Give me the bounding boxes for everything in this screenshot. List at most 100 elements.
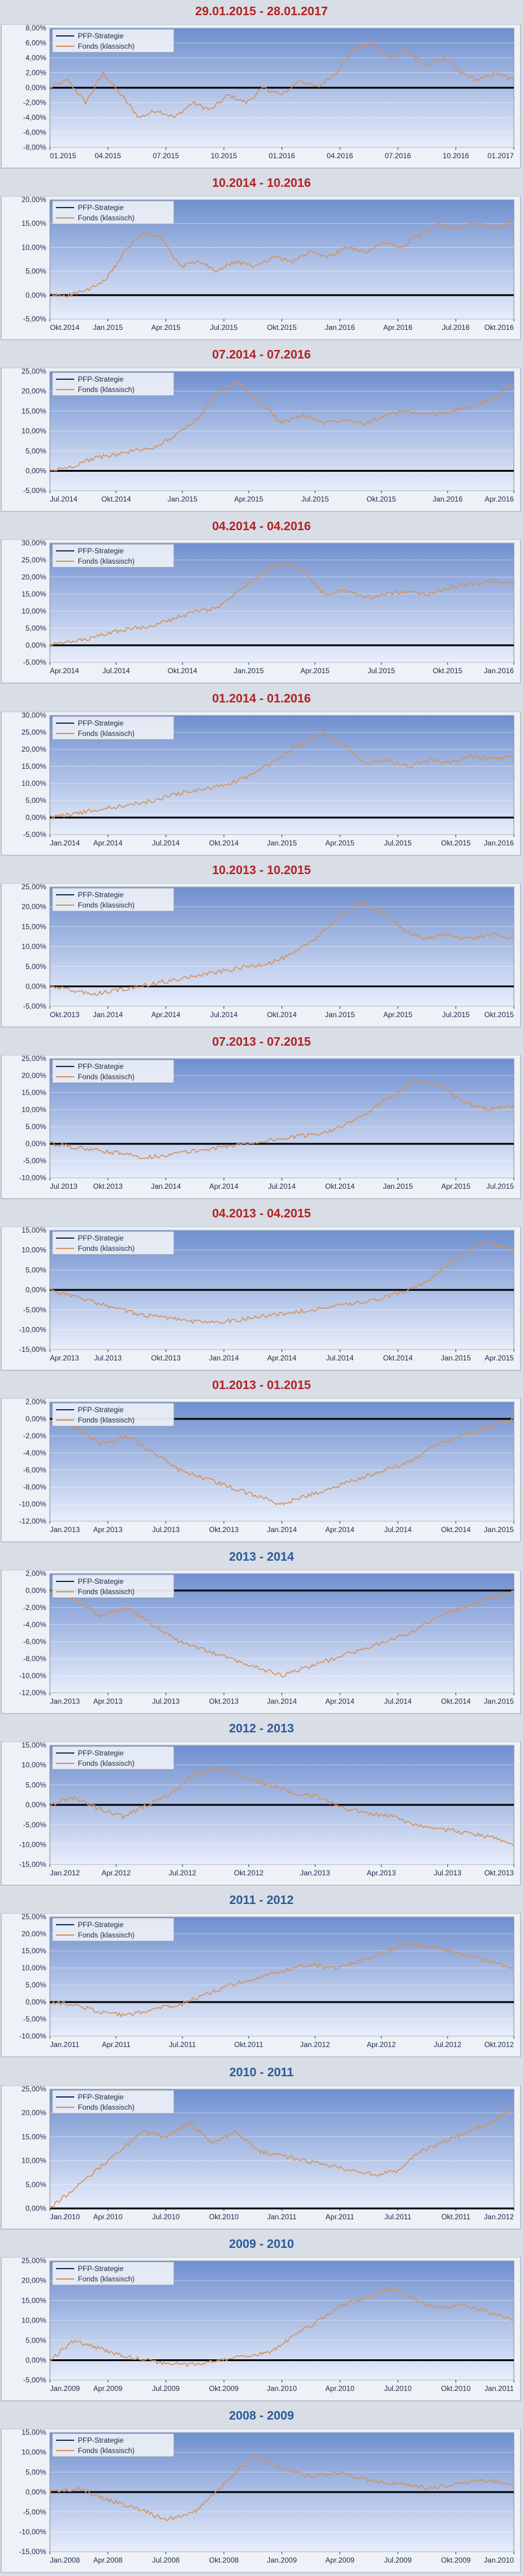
x-tick-label: Okt.2013 — [50, 1010, 80, 1019]
x-tick-label: Okt.2011 — [442, 2213, 471, 2221]
legend-label-fonds-klassisch: Fonds (klassisch) — [78, 1416, 134, 1424]
x-tick-label: Okt.2008 — [209, 2556, 239, 2564]
chart-title: 01.2014 - 01.2016 — [212, 691, 311, 705]
y-tick-label: -15,00% — [19, 2547, 46, 2556]
series-line-fonds-klassisch — [50, 1079, 514, 1160]
y-tick-label: 0,00% — [26, 1139, 46, 1148]
x-tick-label: 07.2016 — [385, 152, 412, 160]
x-tick-label: Jul.2014 — [268, 1182, 296, 1191]
series-line-fonds-klassisch — [49, 900, 514, 996]
x-tick-label: 01.2015 — [50, 152, 77, 160]
y-tick-label: 15,00% — [21, 1088, 46, 1097]
y-tick-label: 5,00% — [26, 2336, 46, 2344]
x-tick-label: Jul.2011 — [169, 2041, 196, 2049]
series-line-fonds-klassisch — [49, 1416, 514, 1505]
legend-box — [52, 716, 175, 740]
chart-title: 2011 - 2012 — [229, 1894, 294, 1908]
y-tick-label: -10,00% — [19, 1671, 46, 1680]
x-tick-label: Okt.2013 — [209, 1697, 239, 1706]
y-tick-label: -8,00% — [23, 143, 46, 152]
y-tick-label: 20,00% — [21, 573, 46, 581]
x-tick-label: Jul.2010 — [152, 2213, 180, 2221]
y-tick-label: 20,00% — [21, 902, 46, 911]
x-tick-label: Jul.2013 — [152, 1525, 180, 1534]
x-tick-label: Jan.2015 — [484, 1697, 514, 1706]
x-tick-label: Okt.2016 — [484, 323, 514, 332]
series-line-fonds-klassisch — [49, 2455, 514, 2521]
x-tick-label: Apr.2014 — [268, 1354, 297, 1362]
legend-label-pfp-strategie: PFP-Strategie — [78, 203, 124, 212]
chart-panel: 07.2014 - 07.2016 25,00% 20,00% 15,00% 10,00… — [0, 343, 523, 515]
chart-panel: 29.01.2015 - 28.01.2017 8,00% 6,00% 4,00% 2,… — [0, 0, 523, 172]
chart-panel: 2012 - 2013 15,00% 10,00% 5,00% 0,00% -5,00% -… — [0, 1717, 523, 1889]
x-tick-label: Jan.2012 — [484, 2213, 514, 2221]
y-tick-label: -8,00% — [23, 1483, 46, 1491]
x-tick-label: Apr.2008 — [93, 2556, 122, 2564]
legend-box — [52, 1402, 175, 1427]
chart-panel: 2011 - 2012 25,00% 20,00% 15,00% 10,00% 5,00%… — [0, 1889, 523, 2060]
y-tick-label: 10,00% — [21, 2448, 46, 2457]
x-tick-label: Okt.2014 — [441, 1525, 471, 1534]
legend-label-pfp-strategie: PFP-Strategie — [78, 2264, 124, 2273]
x-tick-label: Apr.2013 — [50, 1354, 79, 1362]
x-tick-label: Okt.2009 — [441, 2556, 471, 2564]
x-tick-label: Jul.2011 — [384, 2213, 412, 2221]
x-tick-label: Jan.2009 — [267, 2556, 297, 2564]
x-tick-label: Apr.2015 — [151, 323, 181, 332]
y-tick-label: -12,00% — [19, 1689, 46, 1697]
x-tick-label: Jul.2015 — [487, 1182, 514, 1191]
legend-label-fonds-klassisch: Fonds (klassisch) — [78, 1931, 134, 1939]
legend-label-pfp-strategie: PFP-Strategie — [78, 1920, 124, 1929]
y-tick-label: 5,00% — [26, 447, 46, 455]
y-tick-label: -12,00% — [19, 1517, 46, 1525]
y-tick-label: -5,00% — [23, 486, 46, 495]
legend-label-fonds-klassisch: Fonds (klassisch) — [78, 901, 134, 909]
legend-label-fonds-klassisch: Fonds (klassisch) — [78, 42, 134, 51]
legend-box — [52, 2090, 175, 2113]
y-tick-label: 15,00% — [21, 762, 46, 771]
y-tick-label: -15,00% — [19, 1345, 46, 1354]
x-tick-label: Okt.2014 — [102, 495, 131, 503]
y-tick-label: 10,00% — [21, 243, 46, 252]
chart-title: 07.2014 - 07.2016 — [212, 348, 311, 362]
legend-label-pfp-strategie: PFP-Strategie — [78, 1577, 124, 1586]
y-tick-label: 5,00% — [26, 267, 46, 276]
y-tick-label: 20,00% — [21, 1071, 46, 1080]
x-tick-label: Jul.2016 — [442, 323, 470, 332]
y-tick-label: -5,00% — [23, 2015, 46, 2024]
x-tick-label: Jul.2013 — [434, 1869, 462, 1877]
x-tick-label: Jan.2015 — [93, 323, 123, 332]
x-tick-label: Jul.2014 — [384, 1697, 412, 1706]
y-tick-label: -5,00% — [23, 1157, 46, 1165]
x-tick-label: Apr.2012 — [102, 1869, 131, 1877]
x-tick-label: Jul.2010 — [384, 2384, 412, 2393]
x-tick-label: Apr.2010 — [93, 2213, 122, 2221]
legend-label-pfp-strategie: PFP-Strategie — [78, 2436, 124, 2445]
legend-label-pfp-strategie: PFP-Strategie — [78, 1405, 124, 1414]
y-tick-label: 0,00% — [26, 1586, 46, 1595]
y-tick-label: 25,00% — [21, 883, 46, 891]
x-tick-label: Apr.2016 — [485, 495, 514, 503]
y-tick-label: -5,00% — [23, 1821, 46, 1829]
x-tick-label: Jul.2013 — [94, 1354, 122, 1362]
chart-svg: 20,00% 15,00% 10,00% 5,00% 0,00% -5,00% Okt.20… — [1, 196, 521, 340]
y-tick-label: 0,00% — [26, 2488, 46, 2496]
legend-box — [52, 1059, 175, 1083]
legend-box — [52, 1746, 175, 1770]
y-tick-label: 0,00% — [26, 83, 46, 92]
y-tick-label: -10,00% — [19, 1325, 46, 1334]
y-tick-label: 0,00% — [26, 2204, 46, 2213]
chart-title: 07.2013 - 07.2015 — [212, 1035, 311, 1049]
chart-svg: 2,00% 0,00% -2,00% -4,00% -6,00% -8,00% -10,00… — [1, 1398, 521, 1542]
x-tick-label: 10.2015 — [210, 152, 237, 160]
legend-box — [52, 1574, 175, 1598]
y-tick-label: -15,00% — [19, 1860, 46, 1869]
x-tick-label: Okt.2009 — [209, 2384, 239, 2393]
x-tick-label: Jan.2016 — [325, 323, 355, 332]
y-tick-label: 15,00% — [21, 1741, 46, 1749]
y-tick-label: 10,00% — [21, 779, 46, 788]
y-tick-label: -10,00% — [19, 1841, 46, 1849]
x-tick-label: Apr.2014 — [151, 1010, 181, 1019]
legend-label-pfp-strategie: PFP-Strategie — [78, 719, 124, 727]
x-tick-label: 01.2017 — [488, 152, 514, 160]
